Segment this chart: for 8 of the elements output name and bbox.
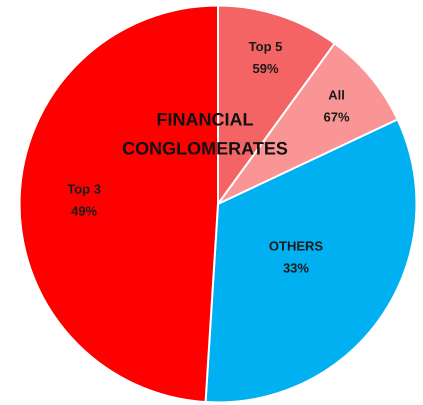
slice-label: All: [328, 87, 345, 102]
slice-label: OTHERS: [268, 238, 324, 254]
text: 67%: [323, 109, 350, 124]
slice-label: Top 5: [248, 39, 282, 54]
slice-label: Top 3: [67, 181, 101, 196]
text: 59%: [252, 61, 279, 76]
text: 49%: [71, 203, 98, 218]
text: 33%: [282, 260, 309, 276]
